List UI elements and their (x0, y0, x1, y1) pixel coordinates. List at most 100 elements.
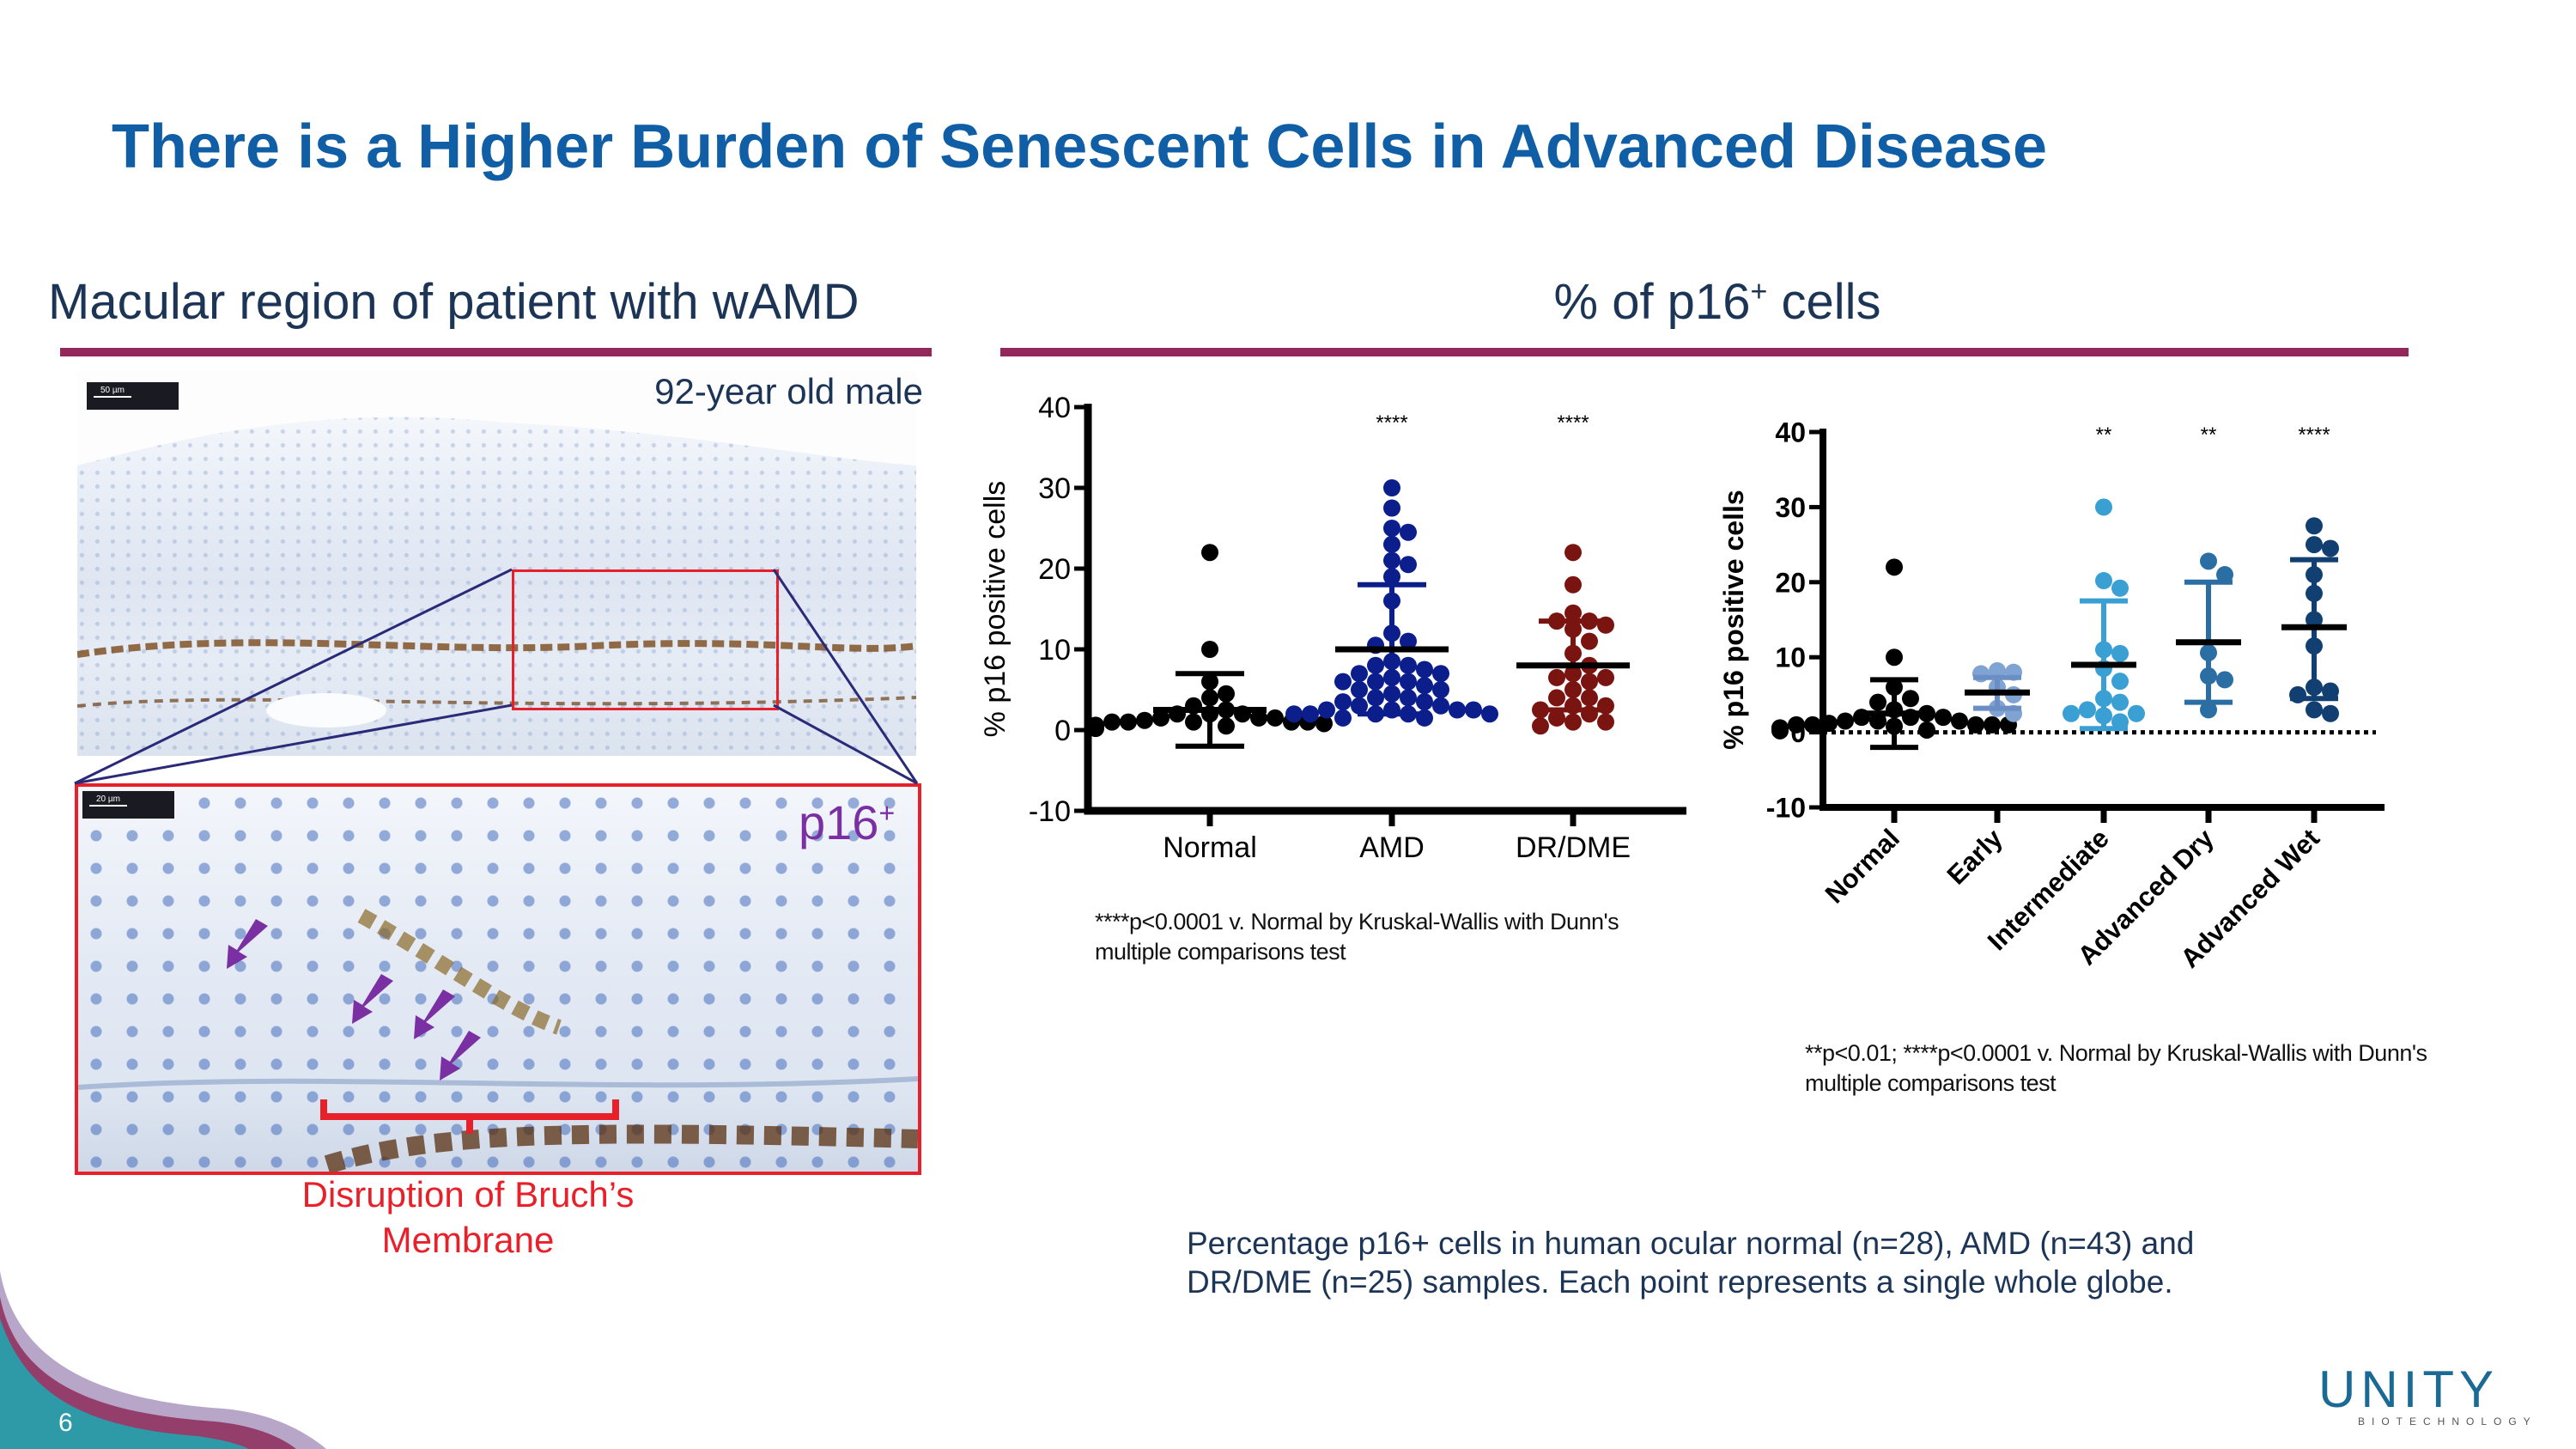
data-point (2322, 682, 2339, 700)
data-point (1597, 668, 1614, 686)
annotation-line2: Membrane (381, 1220, 555, 1260)
data-point (2111, 644, 2129, 662)
data-point (1935, 709, 1952, 727)
data-point (2111, 673, 2129, 691)
data-point (1400, 673, 1417, 691)
left-divider (60, 348, 932, 356)
data-point (2306, 517, 2323, 535)
data-point (2306, 536, 2323, 554)
data-point (1302, 705, 1319, 723)
data-point (2111, 579, 2129, 597)
data-point (1334, 693, 1352, 711)
data-point (1869, 712, 1886, 730)
data-point (1918, 721, 1935, 739)
chart1-footnote-line2: multiple comparisons test (1095, 939, 1346, 965)
data-point (1564, 544, 1582, 562)
data-point (1383, 568, 1400, 586)
data-point (1804, 715, 1821, 734)
data-point (1367, 689, 1384, 707)
data-point (1432, 665, 1449, 683)
data-point (2216, 671, 2233, 689)
significance-label: **** (1557, 411, 1589, 435)
data-point (2200, 701, 2217, 719)
right-panel-heading: % of p16+ cells (1374, 273, 2061, 331)
x-tick-label: Normal (1820, 823, 1905, 909)
patient-label: 92-year old male (654, 371, 923, 411)
scale-bar: 20 µm (82, 791, 174, 819)
page-number: 6 (58, 1409, 73, 1437)
data-point (2111, 693, 2129, 711)
chart-1: -10 0 10 20 30 40 % p16 positive cells Normal AM… (979, 392, 1686, 864)
data-point (1201, 544, 1218, 562)
y-tick-label: 20 (1038, 553, 1071, 586)
data-point (1250, 709, 1267, 727)
chart2-footnote-line1: **p<0.01; ****p<0.0001 v. Normal by Krus… (1805, 1040, 2427, 1066)
data-point (1548, 689, 1565, 707)
data-point (1218, 717, 1235, 735)
data-point (1984, 715, 2001, 734)
data-point (1548, 709, 1565, 727)
significance-label: **** (2298, 423, 2330, 447)
data-point (1383, 551, 1400, 569)
data-point (1351, 681, 1368, 698)
data-point (1820, 715, 1838, 733)
x-tick-label: Normal (1163, 831, 1257, 864)
x-tick-label: Early (1941, 823, 2009, 891)
data-point (2095, 498, 2112, 516)
data-point (1564, 575, 1582, 594)
data-point (2063, 704, 2080, 722)
data-point (1564, 713, 1582, 731)
slide-title: There is a Higher Burden of Senescent Ce… (112, 113, 2048, 181)
data-point (2128, 704, 2145, 722)
heading-tail: cells (1767, 274, 1881, 330)
data-point (1383, 499, 1400, 517)
data-point (2306, 701, 2323, 719)
data-point (2095, 572, 2112, 590)
y-tick-label: 20 (1775, 567, 1806, 598)
data-point (1532, 717, 1549, 735)
data-point (1581, 673, 1598, 691)
data-point (2322, 704, 2339, 722)
x-tick-label: AMD (1359, 831, 1425, 864)
data-point (2200, 552, 2217, 570)
y-tick-label: 40 (1038, 392, 1071, 424)
significance-label: ** (2201, 423, 2217, 447)
data-point (1367, 673, 1384, 691)
y-tick-label: 10 (1038, 634, 1071, 667)
data-point (1400, 656, 1417, 674)
scale-bar-label: 20 µm (89, 795, 127, 807)
right-divider (1000, 348, 2409, 356)
data-point (1400, 632, 1417, 650)
data-point (1136, 711, 1153, 729)
marker-label: p16+ (799, 795, 895, 850)
y-tick-label: -10 (1029, 795, 1071, 828)
data-point (1400, 689, 1417, 707)
y-tick-label: 0 (1054, 715, 1071, 747)
chart2-footnote-line2: multiple comparisons test (1805, 1070, 2057, 1096)
data-point (1564, 604, 1582, 622)
caption: Percentage p16+ cells in human ocular no… (1187, 1224, 2194, 1301)
data-point (1383, 535, 1400, 553)
data-point (1400, 556, 1417, 574)
data-point (1400, 523, 1417, 541)
data-point (1771, 721, 1789, 740)
y-axis-label: % p16 positive cells (1718, 490, 1749, 749)
data-point (1334, 673, 1352, 691)
data-point (1449, 701, 1466, 719)
significance-label: ** (2096, 423, 2112, 447)
heading-sup: + (1750, 275, 1768, 308)
company-logo: UNITY BIOTECHNOLOGY (2318, 1364, 2537, 1428)
data-point (1383, 520, 1400, 537)
data-point (1886, 558, 1903, 576)
data-point (2322, 539, 2339, 557)
data-point (2216, 566, 2233, 584)
data-point (1416, 661, 1433, 679)
data-point (1581, 689, 1598, 707)
data-point (1837, 712, 1854, 730)
annotation-line1: Disruption of Bruch’s (301, 1174, 635, 1215)
heading-main: % of p16 (1553, 274, 1751, 330)
scale-bar: 50 µm (87, 382, 179, 410)
y-tick-label: -10 (1766, 793, 1806, 824)
